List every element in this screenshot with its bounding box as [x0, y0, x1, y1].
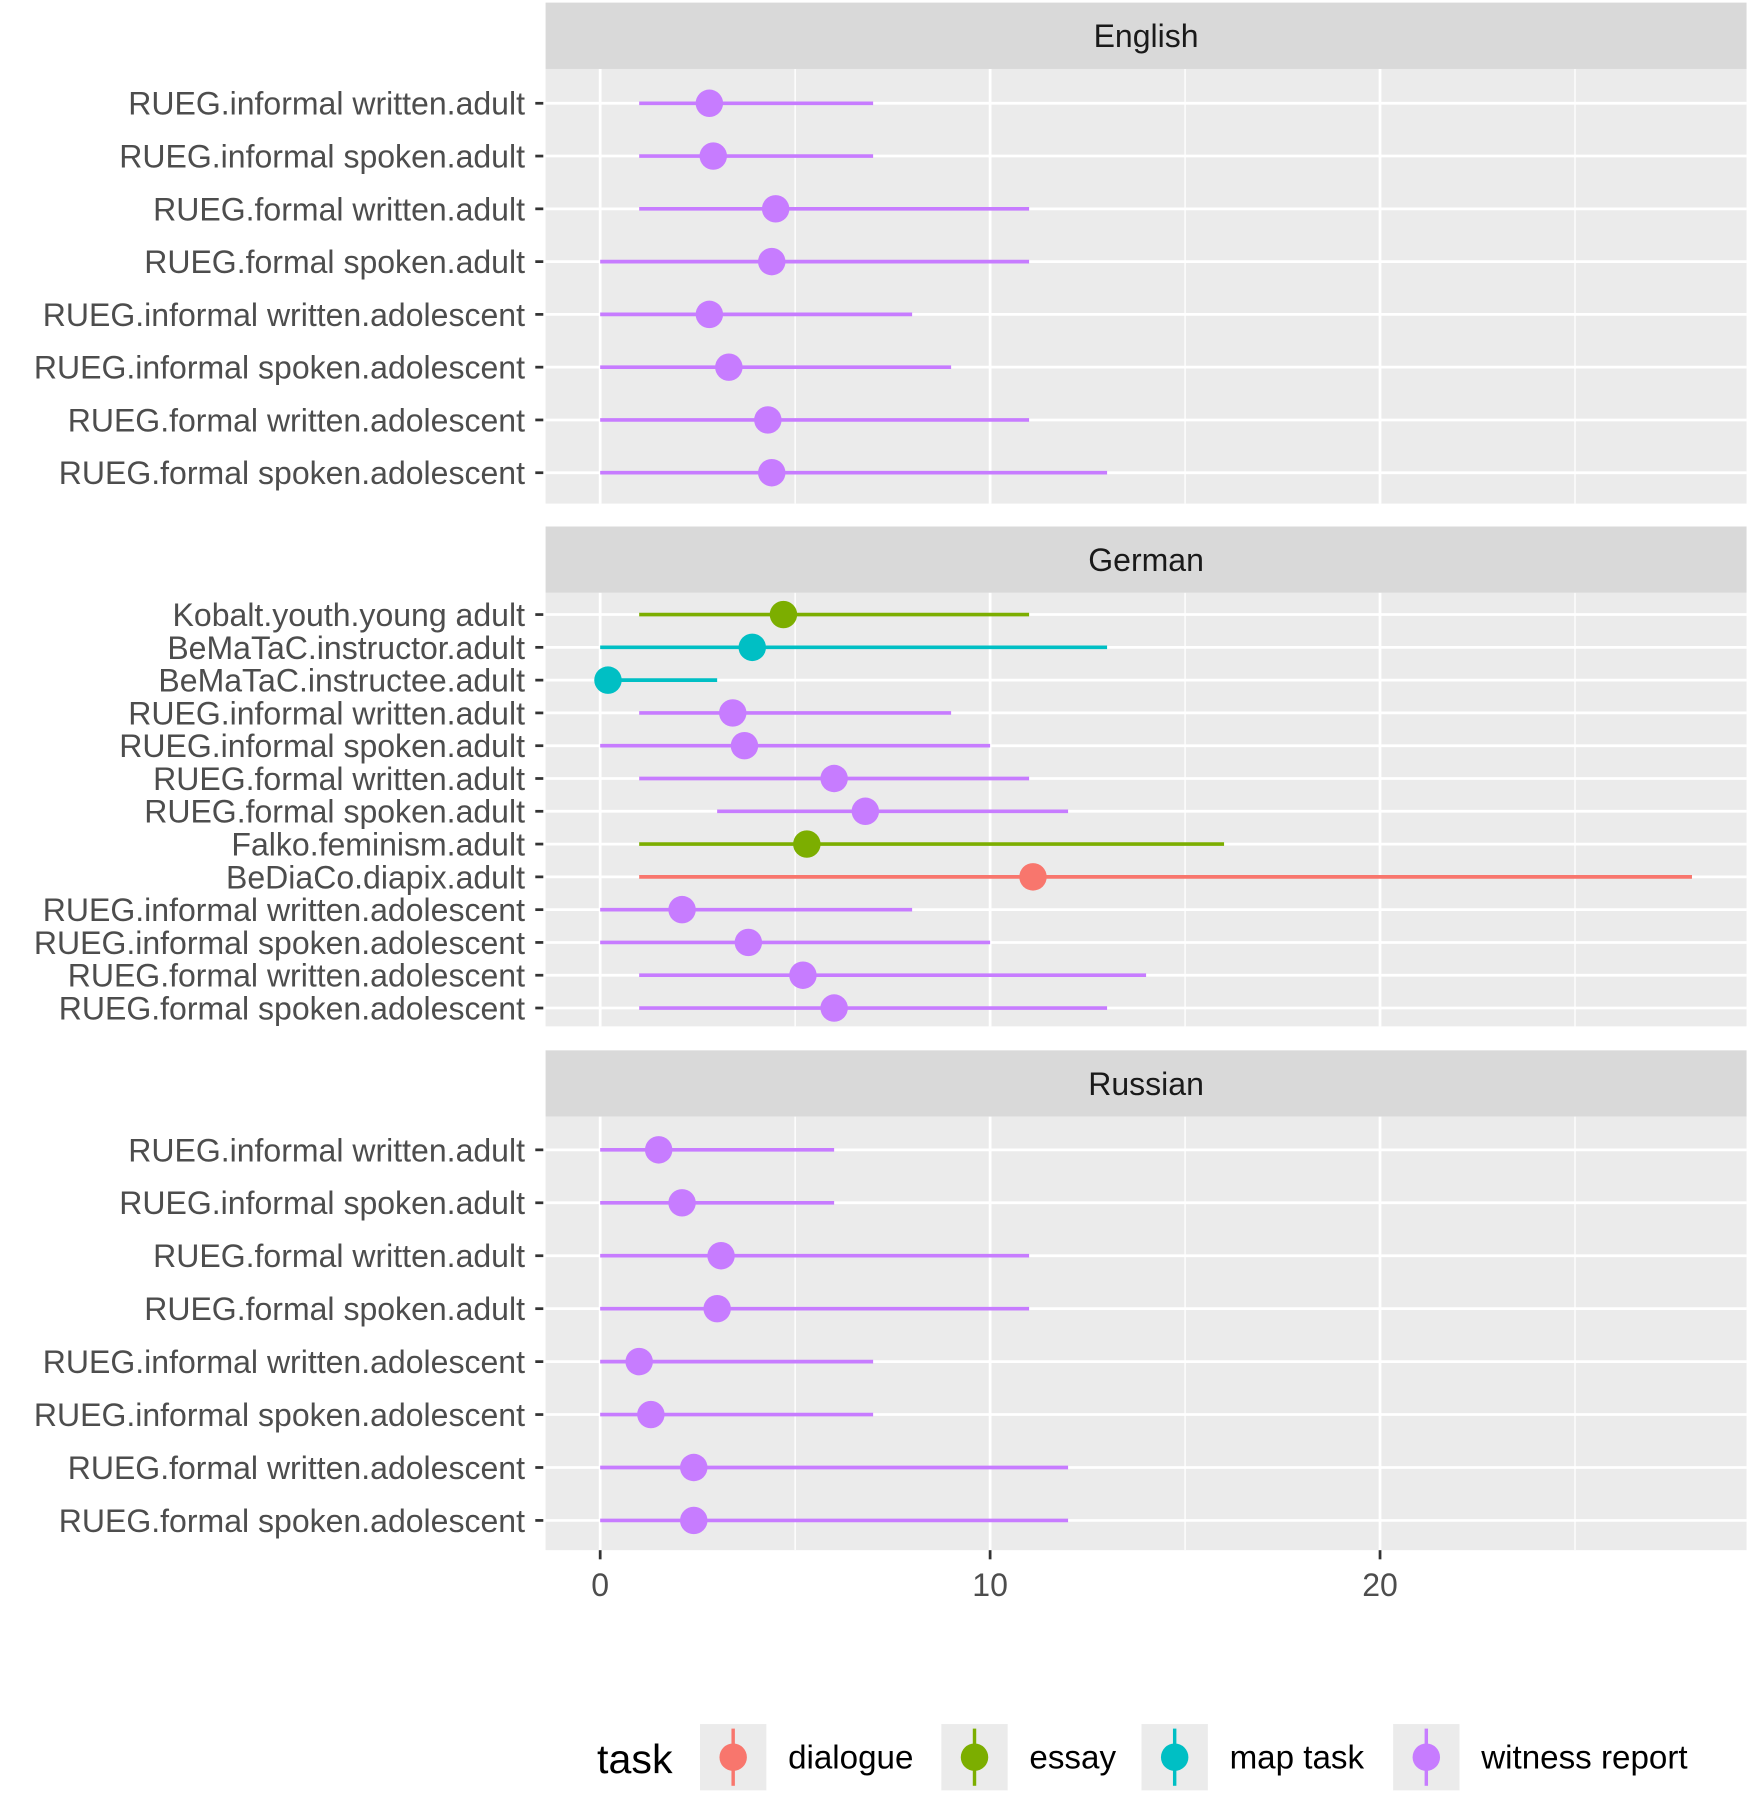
- legend-item-dialogue: dialogue: [700, 1724, 913, 1791]
- facet-panel-english: English RUEG.informal written.adult RUEG.i…: [34, 2, 1747, 504]
- data-point: [734, 928, 763, 957]
- legend-label: map task: [1230, 1740, 1365, 1777]
- facet-panel-russian: Russian RUEG.informal written.adult RUEG.i…: [34, 1050, 1747, 1551]
- y-tick-label: BeDiaCo.diapix.adult: [226, 859, 525, 895]
- facet-strip: [545, 1050, 1747, 1117]
- data-point: [695, 300, 724, 329]
- data-point: [707, 1242, 735, 1270]
- y-tick-label: BeMaTaC.instructor.adult: [167, 630, 525, 666]
- data-point: [625, 1347, 653, 1376]
- y-tick-label: RUEG.informal written.adult: [128, 1132, 525, 1168]
- y-tick-label: RUEG.formal written.adult: [153, 1238, 525, 1274]
- y-tick-label: Kobalt.youth.young adult: [173, 597, 526, 633]
- data-point: [820, 764, 848, 793]
- y-tick-label: BeMaTaC.instructee.adult: [158, 663, 525, 699]
- data-point: [769, 600, 798, 629]
- data-point: [703, 1294, 731, 1323]
- legend-key-point: [960, 1743, 989, 1771]
- y-tick-label: RUEG.informal spoken.adult: [119, 138, 525, 174]
- data-point: [754, 406, 782, 434]
- data-point: [637, 1400, 665, 1429]
- panel-background: [545, 68, 1747, 504]
- y-tick-label: RUEG.informal written.adolescent: [43, 297, 525, 333]
- y-tick-label: RUEG.informal spoken.adult: [119, 1185, 525, 1221]
- x-tick-label: 20: [1362, 1567, 1398, 1603]
- y-tick-label: RUEG.informal spoken.adolescent: [34, 1397, 525, 1433]
- y-tick-label: RUEG.formal written.adult: [153, 761, 525, 797]
- facet-strip-label: English: [1094, 18, 1199, 54]
- data-point: [758, 459, 786, 487]
- data-point: [738, 633, 766, 662]
- y-tick-label: RUEG.formal spoken.adult: [144, 244, 525, 280]
- y-tick-label: RUEG.informal spoken.adolescent: [34, 925, 525, 961]
- y-tick-label: RUEG.formal written.adolescent: [68, 402, 525, 438]
- legend-label: essay: [1029, 1740, 1116, 1777]
- data-point: [719, 699, 747, 727]
- data-point: [1019, 863, 1047, 891]
- legend-label: witness report: [1480, 1740, 1687, 1777]
- x-tick-label: 10: [972, 1567, 1008, 1603]
- data-point: [668, 895, 696, 924]
- facet-strip-label: German: [1088, 542, 1204, 578]
- y-tick-label: RUEG.formal spoken.adolescent: [59, 455, 525, 491]
- y-tick-label: RUEG.formal written.adult: [153, 191, 525, 227]
- legend: task dialogue essay map task witness report: [597, 1724, 1688, 1791]
- data-point: [715, 353, 743, 381]
- legend-key-point: [1412, 1743, 1441, 1771]
- data-point: [730, 731, 759, 760]
- panel-background: [545, 1116, 1747, 1551]
- data-point: [680, 1453, 708, 1482]
- y-tick-label: RUEG.informal written.adult: [128, 695, 525, 731]
- data-point: [695, 89, 724, 118]
- data-point: [699, 142, 727, 170]
- facet-strip-label: Russian: [1088, 1066, 1204, 1102]
- y-tick-label: Falko.feminism.adult: [231, 827, 525, 863]
- legend-key-point: [1160, 1743, 1189, 1771]
- y-tick-label: RUEG.informal written.adolescent: [43, 892, 525, 928]
- data-point: [758, 247, 786, 276]
- y-tick-label: RUEG.informal spoken.adolescent: [34, 350, 525, 386]
- y-tick-label: RUEG.formal spoken.adult: [144, 794, 525, 830]
- data-point: [793, 830, 821, 858]
- data-point: [761, 195, 790, 223]
- y-tick-label: RUEG.formal spoken.adult: [144, 1291, 525, 1327]
- y-tick-label: RUEG.formal written.adolescent: [68, 1450, 525, 1486]
- legend-label: dialogue: [788, 1740, 913, 1777]
- legend-item-witness-report: witness report: [1393, 1724, 1688, 1791]
- data-point: [668, 1189, 696, 1217]
- data-point: [594, 666, 622, 694]
- facet-strip: [545, 2, 1747, 69]
- y-tick-label: RUEG.informal spoken.adult: [119, 728, 525, 764]
- data-point: [851, 797, 880, 826]
- data-point: [820, 994, 848, 1022]
- y-tick-label: RUEG.formal written.adolescent: [68, 958, 525, 994]
- legend-key-point: [719, 1743, 747, 1771]
- y-tick-label: RUEG.formal spoken.adolescent: [59, 1503, 525, 1539]
- y-tick-label: RUEG.informal written.adolescent: [43, 1344, 525, 1380]
- facet-strip: [545, 526, 1747, 593]
- legend-item-map-task: map task: [1141, 1724, 1365, 1791]
- x-tick-label: 0: [591, 1567, 609, 1603]
- data-point: [789, 961, 817, 989]
- legend-item-essay: essay: [941, 1724, 1116, 1791]
- legend-title: task: [597, 1736, 673, 1782]
- y-tick-label: RUEG.formal spoken.adolescent: [59, 990, 525, 1026]
- y-tick-label: RUEG.informal written.adult: [128, 86, 525, 122]
- data-point: [680, 1506, 708, 1535]
- data-point: [644, 1136, 673, 1164]
